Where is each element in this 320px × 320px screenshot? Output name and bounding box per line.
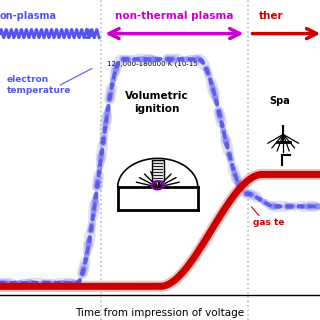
- Text: Spa: Spa: [269, 96, 290, 106]
- Text: Volumetric
ignition: Volumetric ignition: [125, 91, 188, 114]
- Bar: [152, 160, 164, 181]
- Text: electron
temperature: electron temperature: [6, 75, 71, 95]
- Text: Time from impression of voltage: Time from impression of voltage: [76, 308, 244, 318]
- Text: 120,000-180000 K (10-15: 120,000-180000 K (10-15: [107, 61, 198, 67]
- Text: non-thermal plasma: non-thermal plasma: [115, 11, 234, 21]
- Text: gas te: gas te: [253, 218, 284, 227]
- Text: on-plasma: on-plasma: [0, 11, 57, 21]
- Text: ther: ther: [259, 11, 284, 21]
